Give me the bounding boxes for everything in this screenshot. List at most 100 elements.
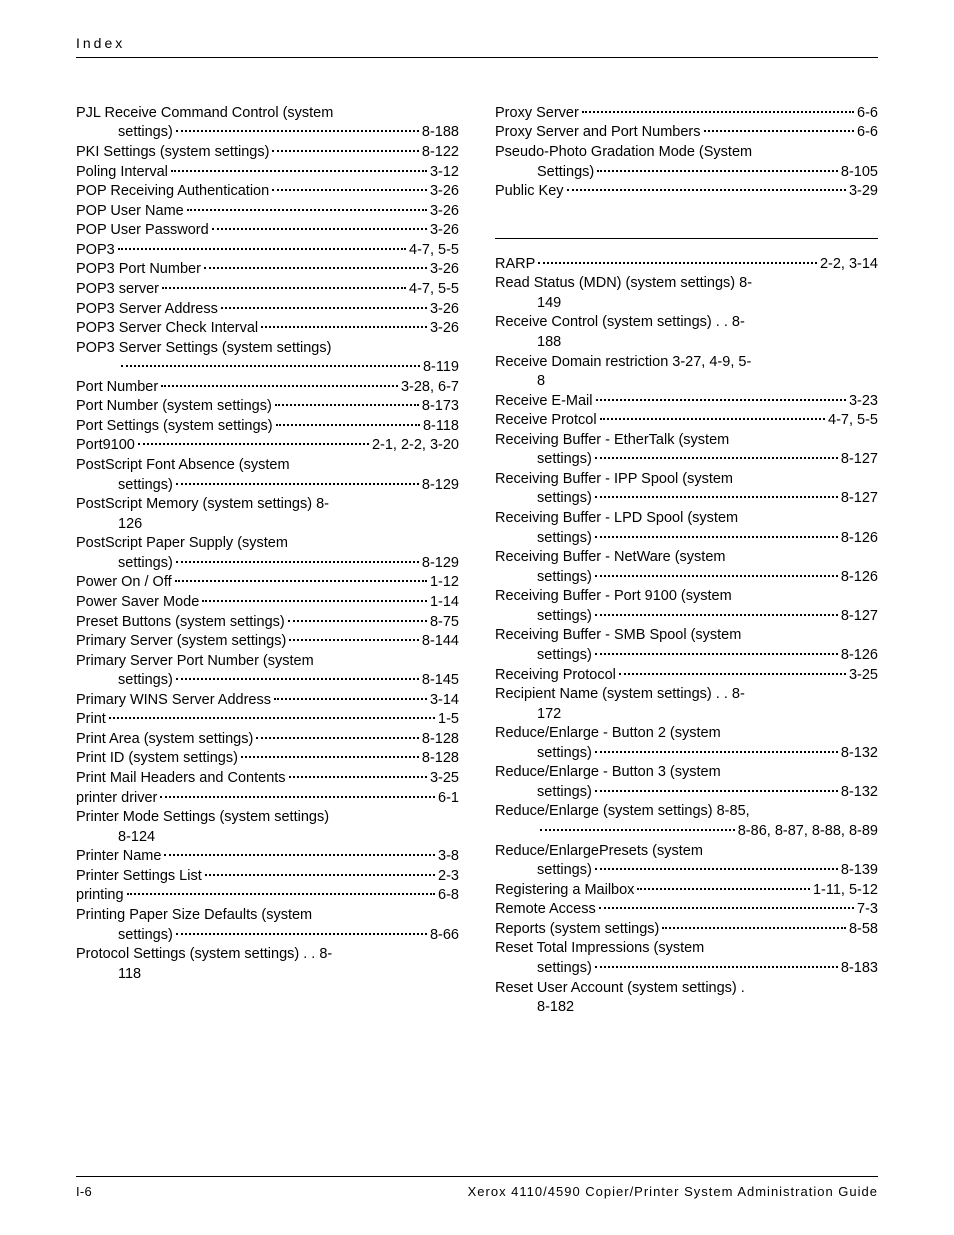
index-entry: POP3 Server Settings (system settings)8-… [76,339,459,378]
index-page-ref: 8-173 [422,397,459,417]
leader-dots [637,888,810,890]
index-entry: PostScript Font Absence (systemsettings)… [76,456,459,495]
index-page-ref: 3-29 [849,182,878,202]
index-page-ref: 8-105 [841,163,878,183]
leader-dots [595,496,838,498]
index-page-ref: 3-25 [430,769,459,789]
index-term: PostScript Paper Supply (system [76,534,288,554]
index-term: POP User Name [76,202,184,222]
index-term: Reports (system settings) [495,920,659,940]
index-term: Receive Domain restriction 3-27, 4-9, 5- [495,353,878,373]
leader-dots [274,698,427,700]
index-term: POP3 Server Check Interval [76,319,258,339]
index-term: Print Mail Headers and Contents [76,769,286,789]
index-page-ref: 118 [118,965,141,985]
leader-dots [595,536,838,538]
index-page-ref: 3-25 [849,666,878,686]
index-entry: Print Mail Headers and Contents 3-25 [76,769,459,789]
index-entry: RARP2-2, 3-14 [495,255,878,275]
index-term: Receive Control (system settings) . . 8- [495,313,878,333]
leader-dots [662,927,846,929]
leader-dots [595,751,838,753]
index-term: PostScript Memory (system settings) 8- [76,495,459,515]
index-term: PKI Settings (system settings) [76,143,269,163]
index-page-ref: 8-127 [841,489,878,509]
index-page-ref: 172 [537,705,561,725]
leader-dots [176,130,419,132]
index-term: Pseudo-Photo Gradation Mode (System [495,143,752,163]
leader-dots [289,639,419,641]
index-term-cont: settings) [537,959,592,979]
index-term: Power Saver Mode [76,593,199,613]
index-page-ref: 8-145 [422,671,459,691]
index-entry: Registering a Mailbox1-11, 5-12 [495,881,878,901]
index-entry: PostScript Paper Supply (systemsettings)… [76,534,459,573]
index-term: POP User Password [76,221,209,241]
index-page-ref: 8-183 [841,959,878,979]
index-term: Preset Buttons (system settings) [76,613,285,633]
index-term: POP3 server [76,280,159,300]
leader-dots [538,262,817,264]
leader-dots [595,614,838,616]
index-page-ref: 8-58 [849,920,878,940]
index-page-ref: 3-8 [438,847,459,867]
index-term: Poling Interval [76,163,168,183]
index-entry: Reduce/Enlarge (system settings) 8-85,8-… [495,802,878,841]
index-entry: Receive Domain restriction 3-27, 4-9, 5-… [495,353,878,392]
index-term-cont: Settings) [537,163,594,183]
index-entry: Remote Access7-3 [495,900,878,920]
index-page-ref: 3-23 [849,392,878,412]
index-page-ref: 8-66 [430,926,459,946]
index-page-ref: 8-126 [841,529,878,549]
index-entry: Receiving Buffer - Port 9100 (systemsett… [495,587,878,626]
leader-dots [121,365,420,367]
index-page-ref: 126 [118,515,142,535]
index-entry: printer driver6-1 [76,789,459,809]
index-page-ref: 2-3 [438,867,459,887]
leader-dots [118,248,406,250]
index-entry: Receiving Buffer - SMB Spool (systemsett… [495,626,878,665]
index-entry: Primary WINS Server Address3-14 [76,691,459,711]
index-page-ref: 8-144 [422,632,459,652]
index-entry: Reports (system settings) 8-58 [495,920,878,940]
index-page-ref: 8-129 [422,476,459,496]
leader-dots [540,829,735,831]
index-term: printing [76,886,124,906]
leader-dots [595,966,838,968]
index-page-ref: 4-7, 5-5 [409,280,459,300]
index-term: PJL Receive Command Control (system [76,104,333,124]
index-page-ref: 6-6 [857,104,878,124]
header-rule [76,57,878,58]
section-gap [495,202,878,224]
leader-dots [127,893,435,895]
leader-dots [202,600,427,602]
index-entry: POP3 server 4-7, 5-5 [76,280,459,300]
index-term-cont: settings) [118,926,173,946]
index-entry: Receive Control (system settings) . . 8-… [495,313,878,352]
index-term-cont: settings) [537,646,592,666]
leader-dots [176,561,419,563]
index-term: PostScript Font Absence (system [76,456,290,476]
index-page-ref: 8 [537,372,545,392]
leader-dots [582,111,854,113]
index-page-ref: 1-11, 5-12 [813,881,878,901]
index-term: Port9100 [76,436,135,456]
index-term: RARP [495,255,535,275]
index-term: Receiving Buffer - NetWare (system [495,548,725,568]
index-page-ref: 3-26 [430,300,459,320]
index-column-right: Proxy Server6-6Proxy Server and Port Num… [495,104,878,1018]
index-term: Recipient Name (system settings) . . 8- [495,685,878,705]
index-page-ref: 8-129 [422,554,459,574]
index-entry: Printing Paper Size Defaults (systemsett… [76,906,459,945]
index-entry: POP34-7, 5-5 [76,241,459,261]
index-page-ref: 8-182 [537,998,574,1018]
leader-dots [288,620,427,622]
index-term: Reset User Account (system settings) . [495,979,878,999]
index-term-cont: settings) [537,607,592,627]
leader-dots [171,170,427,172]
index-term: Primary Server Port Number (system [76,652,314,672]
leader-dots [272,189,427,191]
index-entry: Receive Protcol4-7, 5-5 [495,411,878,431]
leader-dots [599,907,854,909]
section-rule [495,238,878,239]
